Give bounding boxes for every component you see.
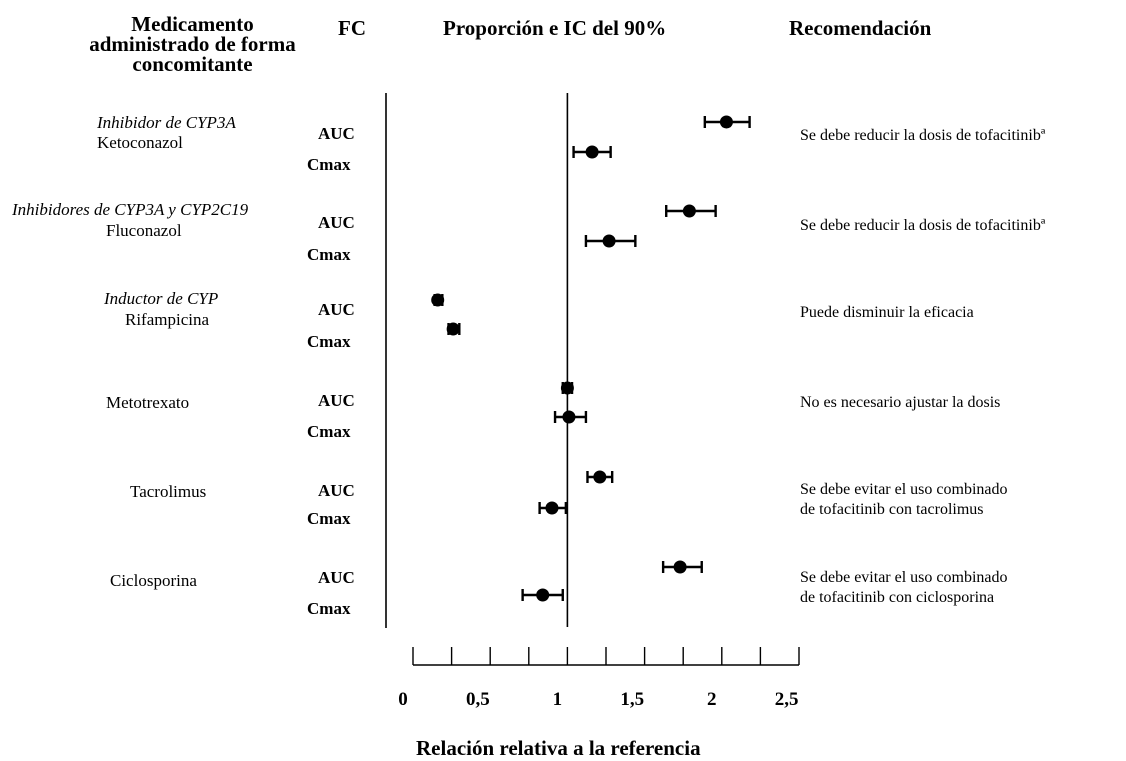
point-1-1 <box>603 235 616 248</box>
x-tick-label-2: 1 <box>553 689 563 711</box>
point-1-0 <box>683 205 696 218</box>
point-4-1 <box>545 502 558 515</box>
point-3-0 <box>561 382 574 395</box>
x-axis-title-text: Relación relativa a la referencia <box>416 736 701 760</box>
x-tick-label-1: 0,5 <box>466 689 490 711</box>
x-tick-label-3: 1,5 <box>620 689 644 711</box>
x-axis-title: Relación relativa a la referencia <box>416 736 701 761</box>
point-2-0 <box>431 294 444 307</box>
point-5-1 <box>536 589 549 602</box>
x-tick-label-4: 2 <box>707 689 717 711</box>
point-2-1 <box>447 323 460 336</box>
x-tick-label-0: 0 <box>398 689 408 711</box>
point-0-1 <box>586 146 599 159</box>
point-4-0 <box>593 471 606 484</box>
x-tick-label-5: 2,5 <box>775 689 799 711</box>
point-5-0 <box>674 561 687 574</box>
point-0-0 <box>720 116 733 129</box>
point-3-1 <box>562 411 575 424</box>
